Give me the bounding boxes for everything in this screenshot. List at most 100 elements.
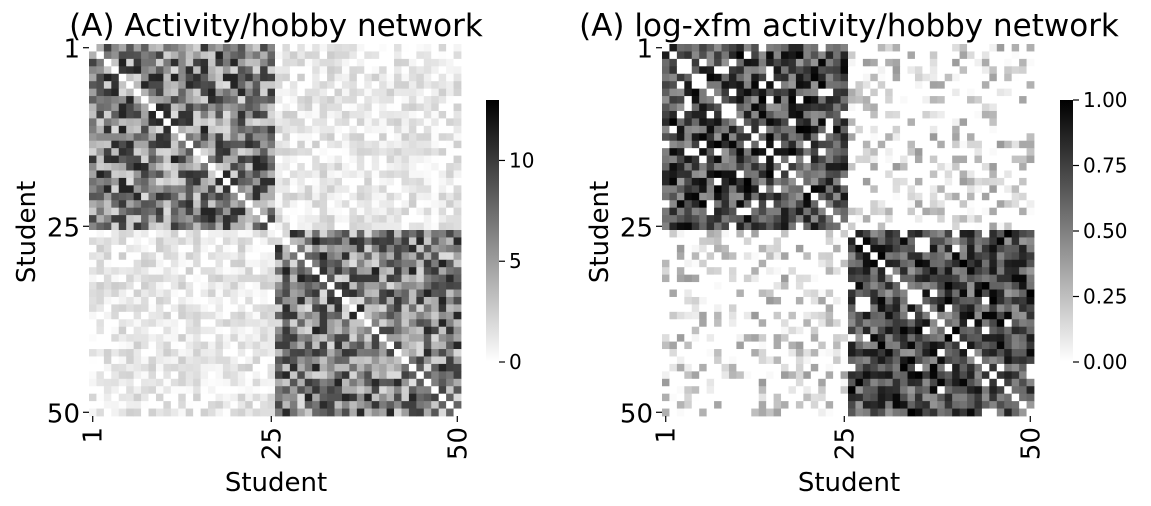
- heatmap-cell: [386, 96, 395, 104]
- heatmap-cell: [974, 185, 983, 194]
- heatmap-cell: [944, 200, 953, 209]
- heatmap-cell: [736, 289, 745, 298]
- heatmap-cell: [662, 363, 670, 372]
- heatmap-cell: [96, 177, 105, 186]
- heatmap-cell: [818, 148, 827, 156]
- heatmap-cell: [1026, 163, 1035, 171]
- heatmap-cell: [885, 200, 894, 209]
- heatmap-cell: [297, 349, 306, 357]
- heatmap-cell: [967, 148, 975, 156]
- heatmap-cell: [833, 386, 841, 395]
- heatmap-cell: [818, 274, 827, 283]
- y-axis-label: Student: [12, 181, 42, 283]
- heatmap-cell: [743, 200, 752, 209]
- heatmap-cell: [394, 81, 402, 90]
- heatmap-cell: [929, 207, 938, 216]
- heatmap-cell: [438, 170, 447, 179]
- heatmap-cell: [1011, 319, 1020, 328]
- heatmap-cell: [743, 148, 752, 156]
- heatmap-cell: [431, 110, 440, 119]
- heatmap-cell: [386, 259, 395, 268]
- heatmap-cell: [394, 311, 402, 320]
- heatmap-cell: [721, 96, 730, 104]
- heatmap-cell: [304, 356, 313, 365]
- heatmap-cell: [922, 341, 931, 350]
- heatmap-cell: [89, 349, 97, 357]
- heatmap-cell: [662, 408, 670, 417]
- heatmap-cell: [974, 88, 983, 97]
- heatmap-cell: [766, 334, 774, 342]
- heatmap-cell: [914, 282, 923, 290]
- heatmap-cell: [155, 237, 164, 246]
- heatmap-cell: [245, 81, 254, 90]
- heatmap-cell: [840, 393, 849, 402]
- heatmap-cell: [699, 401, 708, 409]
- heatmap-cell: [185, 349, 194, 357]
- heatmap-cell: [200, 103, 209, 112]
- heatmap-cell: [297, 125, 306, 134]
- heatmap-cell: [193, 73, 201, 82]
- heatmap-cell: [855, 363, 864, 372]
- heatmap-cell: [408, 215, 417, 223]
- heatmap-cell: [877, 341, 886, 350]
- heatmap-cell: [795, 282, 804, 290]
- heatmap-cell: [766, 304, 774, 313]
- heatmap-cell: [1004, 393, 1013, 402]
- heatmap-cell: [252, 103, 261, 112]
- heatmap-cell: [684, 118, 693, 127]
- heatmap-cell: [914, 356, 923, 365]
- heatmap-cell: [260, 378, 268, 387]
- heatmap-cell: [721, 386, 730, 395]
- heatmap-cell: [185, 304, 194, 313]
- heatmap-cell: [438, 118, 447, 127]
- heatmap-cell: [416, 110, 425, 119]
- heatmap-cell: [289, 177, 298, 186]
- heatmap-panel-log-xfm: (A) log-xfm activity/hobby network 12550…: [579, 8, 1127, 498]
- heatmap-cell: [855, 118, 864, 127]
- heatmap-cell: [170, 103, 179, 112]
- heatmap-cell: [312, 341, 321, 350]
- heatmap-cell: [89, 386, 97, 395]
- heatmap-cell: [825, 393, 834, 402]
- heatmap-cell: [885, 88, 894, 97]
- heatmap-cell: [312, 125, 321, 134]
- heatmap-cell: [766, 103, 774, 112]
- heatmap-cell: [743, 274, 752, 283]
- heatmap-cell: [862, 200, 871, 209]
- heatmap-cell: [1004, 118, 1013, 127]
- heatmap-cell: [394, 386, 402, 395]
- heatmap-cell: [438, 110, 447, 119]
- heatmap-cell: [200, 282, 209, 290]
- heatmap-cell: [386, 296, 395, 305]
- heatmap-cell: [944, 155, 953, 164]
- heatmap-cell: [394, 51, 402, 60]
- heatmap-cell: [967, 311, 975, 320]
- heatmap-cell: [275, 319, 283, 328]
- heatmap-cell: [312, 289, 321, 298]
- heatmap-cell: [914, 88, 923, 97]
- heatmap-cell: [304, 363, 313, 372]
- heatmap-cell: [669, 311, 678, 320]
- heatmap-cell: [133, 319, 142, 328]
- heatmap-cell: [282, 296, 291, 305]
- heatmap-cell: [133, 230, 142, 238]
- heatmap-cell: [431, 66, 440, 75]
- heatmap-cell: [1004, 215, 1013, 223]
- heatmap-cell: [230, 177, 239, 186]
- heatmap-cell: [289, 349, 298, 357]
- heatmap-cell: [103, 363, 112, 372]
- heatmap-cell: [855, 51, 864, 60]
- heatmap-cell: [803, 103, 812, 112]
- heatmap-cell: [386, 341, 395, 350]
- heatmap-cell: [155, 386, 164, 395]
- heatmap-cell: [356, 289, 365, 298]
- heatmap-cell: [327, 252, 335, 261]
- heatmap-cell: [260, 88, 268, 97]
- heatmap-cell: [1004, 386, 1013, 395]
- heatmap-cell: [944, 58, 953, 67]
- heatmap-cell: [401, 177, 410, 186]
- heatmap-cell: [721, 378, 730, 387]
- heatmap-cell: [825, 401, 834, 409]
- heatmap-cell: [327, 296, 335, 305]
- heatmap-cell: [245, 282, 254, 290]
